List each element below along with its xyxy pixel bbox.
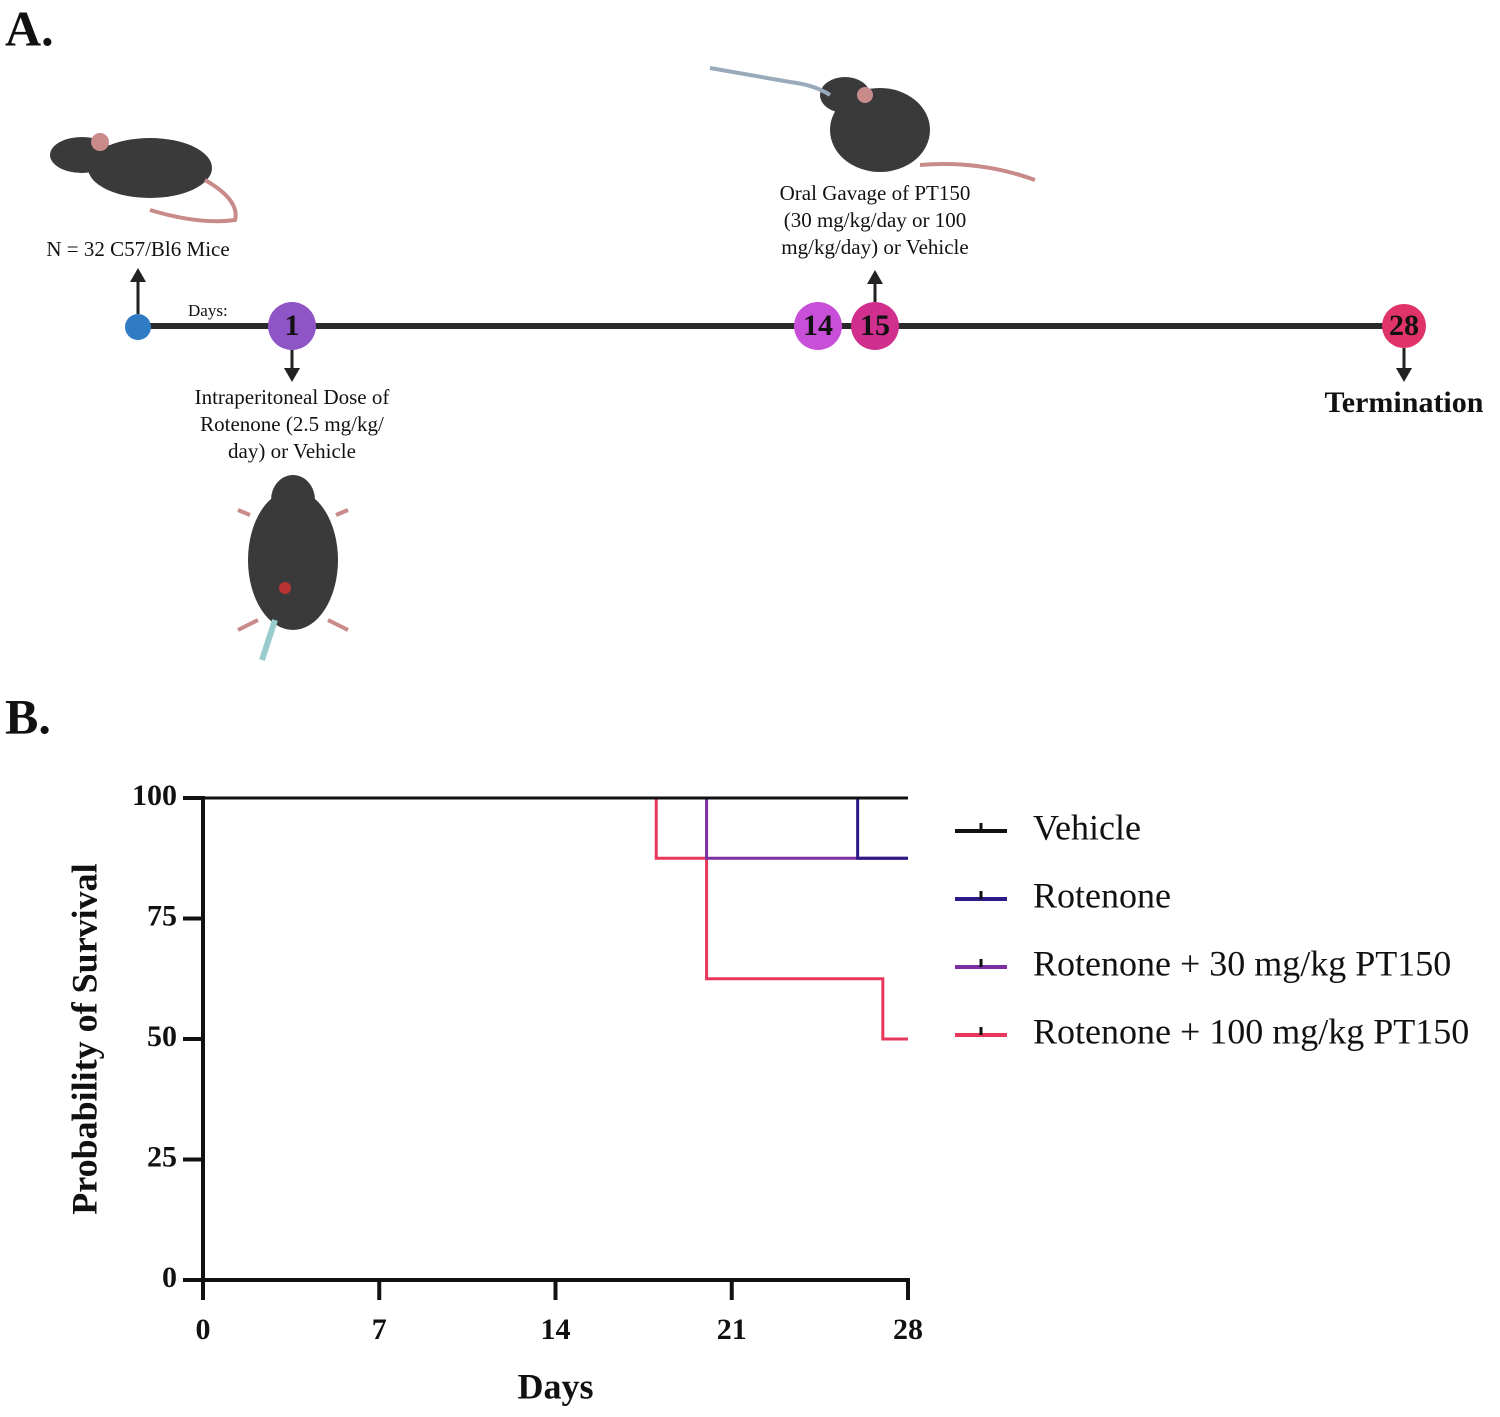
gavage-text: (30 mg/kg/day or 100 [784, 208, 967, 232]
y-tick-label: 0 [162, 1261, 177, 1294]
legend-label: Rotenone [1033, 875, 1171, 915]
panel-label: B. [5, 688, 51, 744]
x-axis-label: Days [517, 1366, 593, 1406]
y-tick-label: 75 [147, 899, 177, 932]
mouse-illustration [50, 133, 238, 224]
start-label: N = 32 C57/Bl6 Mice [46, 237, 229, 261]
survival-line [203, 796, 908, 860]
x-tick-label: 7 [372, 1313, 387, 1346]
node-label: 1 [285, 309, 300, 342]
node-label: 14 [803, 309, 833, 342]
gavage-text: mg/kg/day) or Vehicle [781, 235, 968, 259]
legend-label: Vehicle [1033, 807, 1141, 847]
y-tick-label: 25 [147, 1140, 177, 1173]
days-label: Days: [188, 301, 228, 320]
gavage-text: Oral Gavage of PT150 [780, 181, 971, 205]
legend-label: Rotenone + 100 mg/kg PT150 [1033, 1011, 1469, 1051]
x-tick-label: 14 [541, 1313, 571, 1346]
x-tick-label: 28 [893, 1313, 923, 1346]
x-tick-label: 0 [196, 1313, 211, 1346]
survival-line [203, 796, 908, 860]
arrow-head [130, 268, 146, 282]
timeline-node [268, 302, 316, 350]
node-label: 15 [860, 309, 890, 342]
dose-text: day) or Vehicle [228, 439, 356, 463]
survival-line [203, 796, 908, 1041]
legend-label: Rotenone + 30 mg/kg PT150 [1033, 943, 1451, 983]
dose-text: Rotenone (2.5 mg/kg/ [200, 412, 384, 436]
x-tick-label: 21 [717, 1313, 747, 1346]
mouse-illustration [237, 475, 349, 661]
y-tick-label: 50 [147, 1020, 177, 1053]
y-tick-label: 100 [132, 779, 177, 812]
start-dot [125, 314, 151, 340]
panel-label: A. [5, 0, 54, 56]
y-axis-label: Probability of Survival [64, 863, 104, 1214]
timeline-node [1382, 304, 1426, 348]
arrow-head [1396, 368, 1412, 382]
end-label: Termination [1325, 386, 1484, 419]
timeline-node [851, 302, 899, 350]
timeline-node [794, 302, 842, 350]
mouse-illustration [709, 66, 1036, 182]
node-label: 28 [1389, 309, 1419, 342]
arrow-head [284, 368, 300, 382]
arrow-head [867, 270, 883, 284]
dose-text: Intraperitoneal Dose of [195, 385, 390, 409]
